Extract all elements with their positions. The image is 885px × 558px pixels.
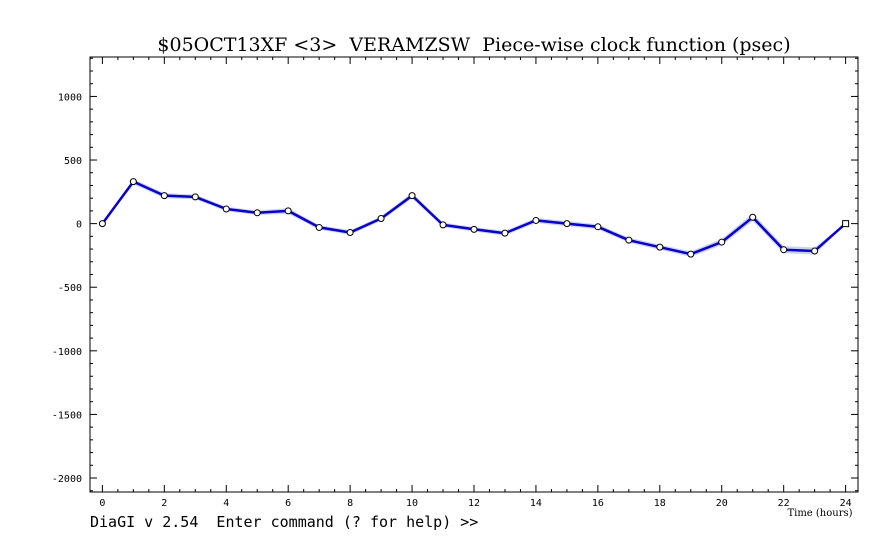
y-tick-label: 500 xyxy=(64,156,82,167)
x-tick-label: 6 xyxy=(285,498,291,509)
data-point xyxy=(811,247,819,255)
y-tick-label: -500 xyxy=(58,283,82,294)
y-tick-label: -1000 xyxy=(52,347,82,358)
data-point xyxy=(377,215,385,223)
y-tick-label: 0 xyxy=(76,220,82,231)
data-point xyxy=(284,207,292,215)
data-point xyxy=(160,192,168,200)
x-tick-label: 8 xyxy=(347,498,353,509)
data-point xyxy=(315,223,323,231)
plot-area: 0 2 4 6 8 10 12 14 16 18 20 22 2410005000-500-1000-1… xyxy=(52,56,859,509)
x-tick-label: 4 xyxy=(223,498,229,509)
x-tick-label: 14 xyxy=(530,498,542,509)
x-tick-label: 2 xyxy=(161,498,167,509)
data-point xyxy=(594,223,602,231)
x-tick-label: 20 xyxy=(716,498,728,509)
data-point xyxy=(749,213,757,221)
data-point xyxy=(222,205,230,213)
x-tick-label: 0 xyxy=(99,498,105,509)
data-point xyxy=(470,225,478,233)
data-point xyxy=(253,209,261,217)
series-line xyxy=(101,180,847,256)
x-tick-label: 24 xyxy=(840,498,852,509)
data-point xyxy=(563,220,571,228)
data-point xyxy=(656,243,664,251)
command-prompt[interactable]: DiaGI v 2.54 Enter command (? for help) … xyxy=(90,513,478,531)
data-point xyxy=(842,220,850,228)
data-point xyxy=(501,229,509,237)
data-point xyxy=(129,178,137,186)
data-point xyxy=(532,216,540,224)
x-tick-label: 18 xyxy=(654,498,666,509)
data-point xyxy=(408,192,416,200)
x-tick-label: 10 xyxy=(406,498,418,509)
chart-title: $05OCT13XF <3> VERAMZSW Piece-wise clock… xyxy=(157,34,790,56)
data-point xyxy=(191,193,199,201)
x-axis-label: Time (hours) xyxy=(787,508,852,519)
data-point xyxy=(98,220,106,228)
data-point xyxy=(346,229,354,237)
x-tick-label: 22 xyxy=(778,498,790,509)
y-tick-label: -1500 xyxy=(52,410,82,421)
data-point xyxy=(625,236,633,244)
error-band xyxy=(102,179,846,257)
data-point xyxy=(780,246,788,254)
x-tick-label: 16 xyxy=(592,498,604,509)
y-tick-label: -2000 xyxy=(52,474,82,485)
data-point xyxy=(718,238,726,246)
data-point xyxy=(439,221,447,229)
plot-frame xyxy=(89,56,859,493)
data-point xyxy=(687,250,695,258)
y-tick-label: 1000 xyxy=(58,92,82,103)
x-tick-label: 12 xyxy=(468,498,480,509)
